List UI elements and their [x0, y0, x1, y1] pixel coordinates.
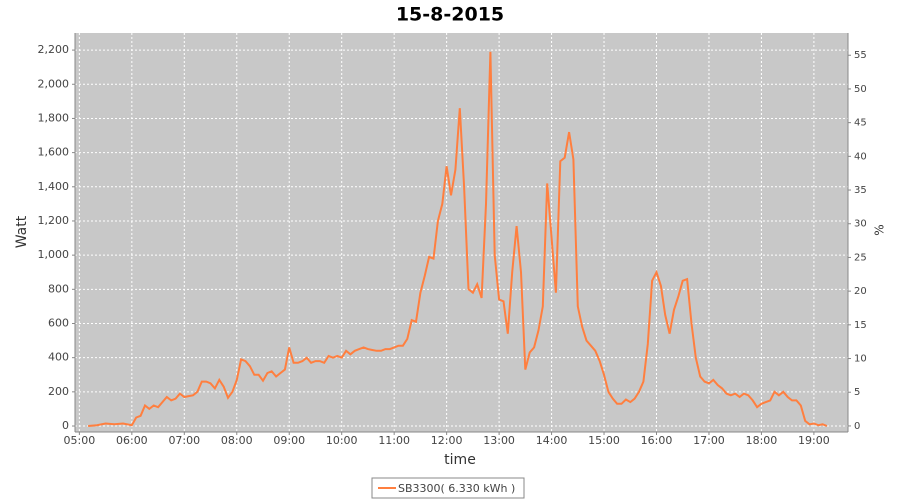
y-tick-label: 2,200	[38, 43, 70, 56]
legend-label: SB3300( 6.330 kWh )	[398, 482, 515, 495]
x-tick-label: 10:00	[326, 434, 358, 447]
y-tick-label: 1,800	[38, 111, 70, 124]
y-tick-label: 200	[48, 385, 69, 398]
y-tick-label: 0	[62, 419, 69, 432]
x-tick-label: 11:00	[378, 434, 410, 447]
y-tick-label: 400	[48, 351, 69, 364]
x-tick-label: 05:00	[64, 434, 96, 447]
y-tick-label: 1,400	[38, 180, 70, 193]
y-tick-label: 2,000	[38, 77, 70, 90]
x-tick-label: 07:00	[168, 434, 200, 447]
x-tick-label: 16:00	[641, 434, 673, 447]
y2-tick-label: 0	[854, 421, 860, 432]
y-axis-label: Watt	[14, 215, 30, 248]
y2-tick-label: 20	[854, 286, 867, 297]
y-tick-label: 1,000	[38, 248, 70, 261]
y-tick-label: 1,200	[38, 214, 70, 227]
y-tick-label: 600	[48, 316, 69, 329]
data-line	[88, 51, 828, 427]
x-tick-label: 15:00	[588, 434, 620, 447]
x-tick-label: 18:00	[746, 434, 778, 447]
legend	[371, 477, 525, 499]
y2-tick-label: 45	[854, 118, 867, 129]
y2-tick-label: 25	[854, 252, 867, 263]
y2-axis-label: %	[873, 224, 887, 235]
x-tick-label: 14:00	[536, 434, 568, 447]
y2-tick-label: 40	[854, 151, 867, 162]
x-tick-label: 08:00	[221, 434, 253, 447]
y2-tick-label: 30	[854, 219, 867, 230]
plot-area	[75, 33, 848, 432]
y2-tick-label: 55	[854, 50, 867, 61]
x-tick-label: 06:00	[116, 434, 148, 447]
y2-tick-label: 50	[854, 84, 867, 95]
x-tick-label: 12:00	[431, 434, 463, 447]
y-tick-label: 1,600	[38, 146, 70, 159]
y-tick-label: 800	[48, 282, 69, 295]
chart-title: 15-8-2015	[396, 4, 504, 26]
x-tick-label: 17:00	[693, 434, 725, 447]
x-tick-label: 19:00	[798, 434, 830, 447]
y2-tick-label: 5	[854, 387, 860, 398]
x-axis-label: time	[444, 452, 476, 468]
y2-tick-label: 10	[854, 354, 867, 365]
y2-tick-label: 15	[854, 320, 867, 331]
x-tick-label: 13:00	[483, 434, 515, 447]
x-tick-label: 09:00	[273, 434, 305, 447]
y2-tick-label: 35	[854, 185, 867, 196]
